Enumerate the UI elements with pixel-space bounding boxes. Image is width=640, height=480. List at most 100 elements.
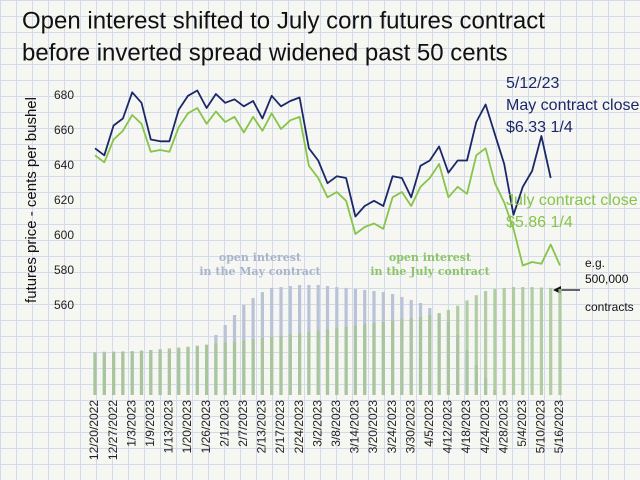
chart-title: before inverted spread widened past 50 c…: [22, 39, 508, 66]
open-interest-bar: [511, 287, 516, 395]
y-tick-label: 560: [54, 298, 74, 312]
open-interest-bar: [502, 287, 506, 395]
open-interest-bar: [121, 351, 125, 395]
annotation: open interest: [219, 251, 302, 264]
open-interest-bar: [139, 350, 144, 395]
x-tick-label: 2/24/2023: [292, 400, 306, 454]
open-interest-bar: [102, 352, 106, 395]
annotation: in the July contract: [370, 265, 490, 278]
annotation: open interest: [389, 251, 472, 264]
open-interest-bar: [214, 343, 218, 395]
x-tick-label: 4/18/2023: [459, 400, 473, 454]
price-line: [94, 89, 552, 218]
x-tick-label: 5/16/2023: [552, 400, 566, 454]
open-interest-bar: [530, 287, 534, 395]
open-interest-bar: [391, 320, 395, 395]
open-interest-bar: [372, 323, 376, 395]
open-interest-bar: [558, 288, 562, 395]
y-tick-label: 620: [54, 193, 74, 207]
open-interest-bar: [205, 344, 209, 395]
y-tick-label: 600: [54, 228, 74, 242]
open-interest-bar: [363, 324, 367, 395]
open-interest-bar: [298, 333, 302, 395]
open-interest-bar: [418, 316, 423, 395]
x-tick-label: 3/14/2023: [348, 400, 362, 454]
open-interest-bar: [428, 315, 432, 395]
annotation: $5.86 1/4: [506, 214, 573, 231]
y-tick-label: 660: [54, 123, 74, 137]
x-tick-label: 5/4/2023: [515, 400, 529, 447]
x-tick-label: 4/5/2023: [422, 400, 436, 447]
x-tick-label: 3/2/2023: [310, 400, 324, 447]
open-interest-bar: [400, 319, 404, 395]
open-interest-bar: [325, 329, 330, 395]
open-interest-bar: [344, 326, 348, 395]
x-tick-label: 12/20/2022: [87, 400, 101, 460]
x-tick-label: 3/30/2023: [403, 400, 417, 454]
open-interest-bar: [549, 287, 553, 395]
open-interest-bar: [493, 288, 497, 395]
x-tick-label: 3/24/2023: [385, 400, 399, 454]
x-tick-label: 4/24/2023: [478, 400, 492, 454]
open-interest-bar: [288, 334, 292, 395]
x-tick-label: 2/17/2023: [273, 400, 287, 454]
annotation: 500,000: [585, 272, 629, 286]
open-interest-bar: [195, 345, 199, 395]
open-interest-bar: [270, 337, 274, 395]
open-interest-bar: [149, 350, 153, 395]
x-tick-label: 12/27/2022: [106, 400, 120, 460]
open-interest-bar: [242, 340, 246, 395]
y-axis-label: futures price - cents per bushel: [23, 97, 40, 303]
open-interest-bar: [437, 313, 441, 395]
open-interest-bar: [316, 330, 320, 395]
chart-title: Open interest shifted to July corn futur…: [22, 7, 545, 34]
x-tick-label: 1/9/2023: [143, 400, 157, 447]
open-interest-bar: [177, 347, 181, 395]
annotation: e.g.: [585, 256, 605, 270]
open-interest-bar: [521, 287, 525, 395]
annotation: 5/12/23: [506, 75, 559, 92]
open-interest-bar: [335, 328, 339, 395]
y-tick-label: 680: [54, 88, 74, 102]
x-tick-label: 1/13/2023: [162, 400, 176, 454]
open-interest-bar: [353, 325, 357, 395]
open-interest-bar: [130, 351, 134, 395]
annotation: in the May contract: [199, 265, 321, 278]
x-tick-label: 5/10/2023: [534, 400, 548, 454]
annotation: July contract close: [506, 192, 638, 209]
open-interest-bar: [456, 305, 460, 395]
x-tick-label: 4/28/2023: [496, 400, 510, 454]
x-tick-label: 2/13/2023: [255, 400, 269, 454]
open-interest-bar: [484, 291, 488, 395]
x-tick-label: 4/12/2023: [441, 400, 455, 454]
x-tick-label: 1/3/2023: [124, 400, 138, 447]
annotation: $6.33 1/4: [506, 119, 573, 136]
open-interest-bar: [93, 353, 97, 395]
open-interest-bar: [112, 352, 116, 395]
open-interest-bar: [539, 287, 543, 395]
open-interest-bar: [474, 295, 478, 395]
annotation: contracts: [585, 300, 634, 314]
open-interest-bar: [251, 339, 255, 395]
open-interest-bar: [186, 346, 190, 395]
x-tick-label: 2/1/2023: [217, 400, 231, 447]
y-tick-label: 580: [54, 263, 74, 277]
open-interest-bar: [307, 332, 311, 395]
open-interest-bar: [223, 342, 227, 395]
open-interest-bar: [232, 341, 237, 395]
x-tick-label: 3/20/2023: [366, 400, 380, 454]
x-tick-label: 2/7/2023: [236, 400, 250, 447]
open-interest-bar: [279, 335, 283, 395]
x-tick-label: 1/20/2023: [180, 400, 194, 454]
x-tick-label: 1/26/2023: [199, 400, 213, 454]
annotation: May contract close: [506, 97, 639, 114]
open-interest-bar: [167, 348, 171, 395]
open-interest-bar: [260, 338, 264, 395]
price-line: [94, 107, 561, 267]
open-interest-bar: [465, 300, 469, 395]
x-tick-label: 3/8/2023: [329, 400, 343, 447]
open-interest-bar: [158, 349, 162, 395]
open-interest-bar: [381, 321, 385, 395]
